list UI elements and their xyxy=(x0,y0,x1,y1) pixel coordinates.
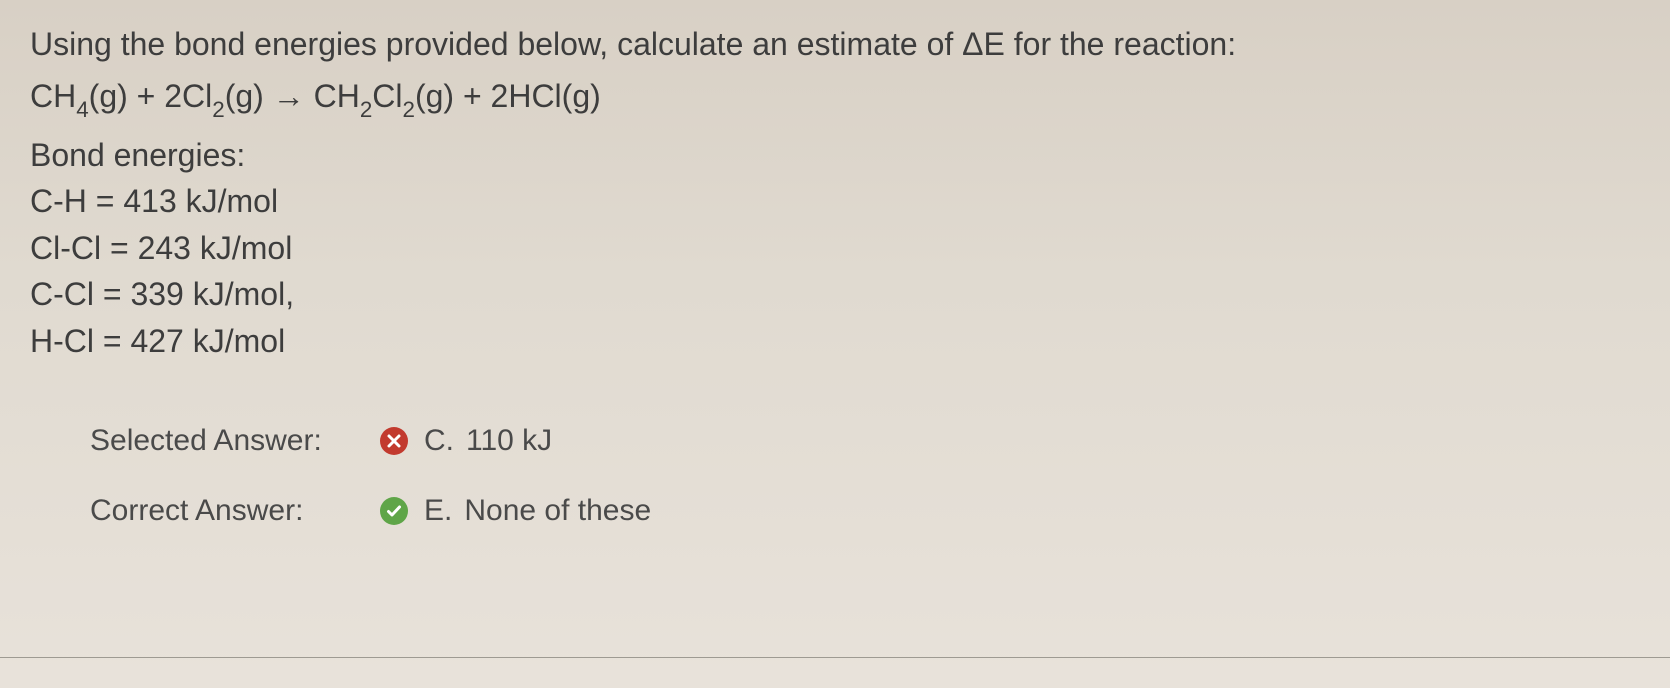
answers-section: Selected Answer: C. 110 kJ Correct Answe… xyxy=(90,424,1640,528)
bond-energies-header: Bond energies: xyxy=(30,132,1640,178)
correct-answer-label: Correct Answer: xyxy=(90,494,380,528)
selected-answer-text: 110 kJ xyxy=(466,424,552,458)
incorrect-icon xyxy=(380,427,408,455)
question-prompt: Using the bond energies provided below, … xyxy=(30,20,1640,68)
selected-answer-row: Selected Answer: C. 110 kJ xyxy=(90,424,1640,458)
bond-energy-row: Cl-Cl = 243 kJ/mol xyxy=(30,225,1640,271)
bond-energy-row: C-H = 413 kJ/mol xyxy=(30,178,1640,224)
correct-answer-row: Correct Answer: E. None of these xyxy=(90,494,1640,528)
correct-answer-text: None of these xyxy=(464,494,651,528)
bond-energy-row: C-Cl = 339 kJ/mol, xyxy=(30,271,1640,317)
correct-icon xyxy=(380,497,408,525)
selected-answer-letter: C. xyxy=(424,424,454,458)
question-block: Using the bond energies provided below, … xyxy=(30,20,1640,364)
section-divider xyxy=(0,657,1670,658)
bond-energies-section: Bond energies: C-H = 413 kJ/mol Cl-Cl = … xyxy=(30,132,1640,364)
bond-energy-row: H-Cl = 427 kJ/mol xyxy=(30,318,1640,364)
selected-answer-label: Selected Answer: xyxy=(90,424,380,458)
reaction-equation: CH4(g) + 2Cl2(g) → CH2Cl2(g) + 2HCl(g) xyxy=(30,72,1640,124)
correct-answer-letter: E. xyxy=(424,494,452,528)
